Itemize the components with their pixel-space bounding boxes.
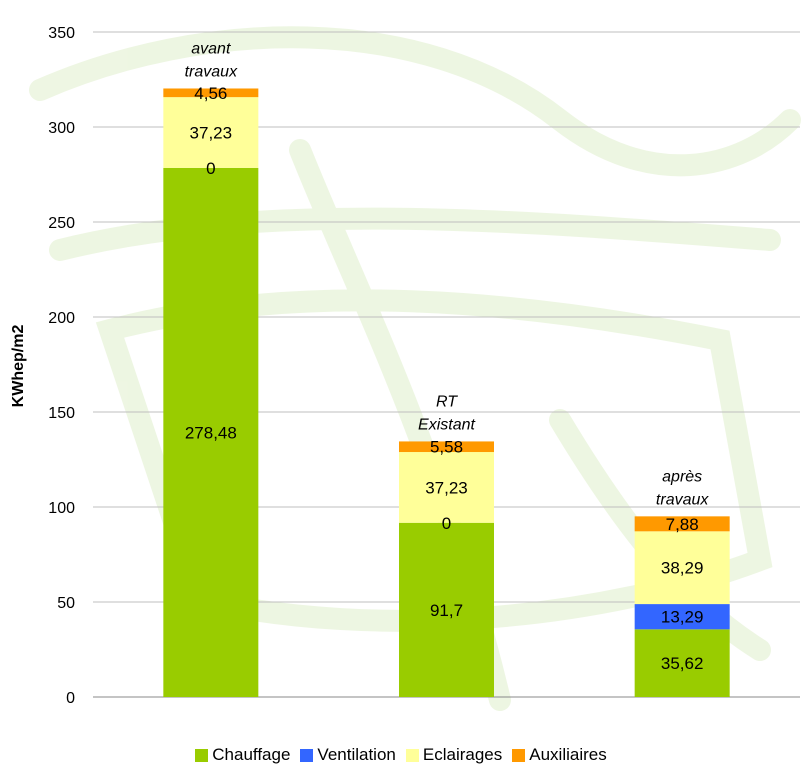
data-label: 38,29: [661, 559, 704, 578]
bar-segment-eclairages: [163, 97, 259, 168]
bar-segment-auxiliaires: [399, 441, 494, 453]
y-tick-label: 250: [48, 215, 75, 232]
legend-label: Ventilation: [317, 745, 396, 764]
y-tick-label: 350: [48, 25, 75, 42]
legend-label: Eclairages: [422, 745, 503, 764]
bar-annotation: après: [662, 468, 702, 485]
legend-swatch: [405, 748, 419, 762]
data-label: 91,7: [430, 601, 463, 620]
legend-item-eclairages: Eclairages: [405, 745, 503, 765]
y-tick-label: 50: [57, 595, 75, 612]
data-label: 13,29: [661, 608, 704, 627]
bar-segment-eclairages: [399, 452, 494, 523]
data-label: 5,58: [430, 438, 463, 457]
bar-segment-auxiliaires: [163, 88, 259, 98]
bar-segment-eclairages: [634, 531, 730, 605]
y-axis-label: KWhep/m2: [10, 325, 27, 408]
bar-segment-chauffage: [399, 522, 494, 697]
legend-label: Chauffage: [212, 745, 291, 764]
bar-annotation: avant: [191, 40, 231, 57]
stacked-bar-chart: 278,48 0 37,23 4,56 91,7 0 37,23 5,58 35,62 13,29…: [10, 25, 801, 711]
legend-label: Auxiliaires: [529, 745, 607, 764]
y-tick-label: 150: [48, 405, 75, 422]
segment-labels: 278,48 0 37,23 4,56 91,7 0 37,23 5,58 35,62 13,29…: [185, 84, 704, 673]
bar-annotation: travaux: [185, 63, 238, 80]
data-label: 7,88: [666, 515, 699, 534]
bar-annotation: travaux: [656, 491, 709, 508]
data-label: 4,56: [194, 84, 227, 103]
bars: [163, 88, 730, 697]
legend-swatch: [512, 748, 526, 762]
y-tick-label: 300: [48, 120, 75, 137]
legend: Chauffage Ventilation Eclairages Auxiliaire…: [0, 745, 802, 765]
bar-segment-chauffage: [163, 167, 259, 697]
y-tick-label: 100: [48, 500, 75, 517]
bar-annotation: RT: [436, 393, 458, 410]
legend-item-auxiliaires: Auxiliaires: [512, 745, 607, 765]
y-tick-label: 0: [66, 690, 75, 707]
data-label: 35,62: [661, 654, 704, 673]
bar-annotations: avant travaux RT Existant après travaux: [185, 40, 710, 508]
bar-segment-auxiliaires: [634, 516, 730, 532]
data-label: 278,48: [185, 423, 237, 442]
legend-swatch: [300, 748, 314, 762]
legend-item-chauffage: Chauffage: [195, 745, 290, 765]
bar-segment-ventilation: [634, 604, 730, 630]
legend-item-ventilation: Ventilation: [300, 745, 396, 765]
bar-annotation: Existant: [418, 416, 475, 433]
data-label: 37,23: [190, 124, 233, 143]
legend-swatch: [195, 748, 209, 762]
y-tick-labels: 0 50 100 150 200 250 300 350: [48, 25, 75, 707]
y-tick-label: 200: [48, 310, 75, 327]
data-label: 37,23: [425, 478, 468, 497]
bar-segment-chauffage: [634, 629, 730, 697]
data-label: 0: [442, 514, 451, 533]
data-label: 0: [206, 159, 215, 178]
